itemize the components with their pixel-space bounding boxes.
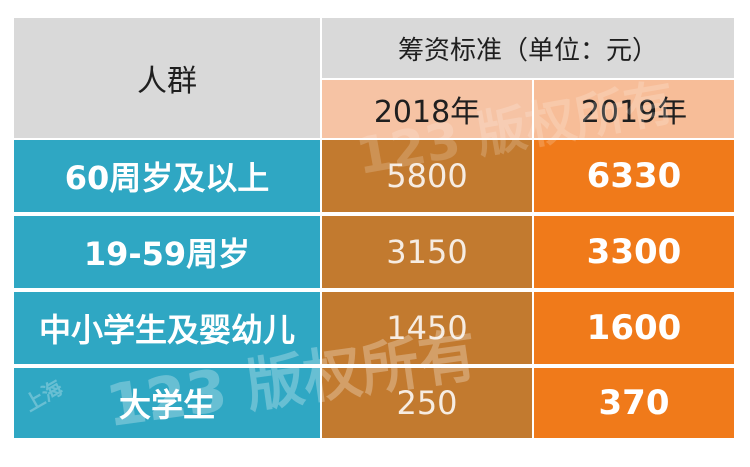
table-row-group: 19-59周岁	[14, 216, 320, 288]
value-2018: 1450	[386, 309, 468, 347]
header-2018-cell: 2018年	[322, 80, 532, 138]
table-row-group: 60周岁及以上	[14, 140, 320, 212]
value-2018: 5800	[386, 157, 468, 195]
table-row-2019-value: 1600	[534, 292, 734, 364]
funding-standard-table: 人群 筹资标准（单位：元） 2018年 2019年 60周岁及以上 5800 6…	[14, 18, 734, 438]
value-2019: 6330	[586, 156, 682, 196]
table-row-group: 中小学生及婴幼儿	[14, 292, 320, 364]
header-group-label: 人群	[137, 64, 197, 99]
value-2019: 3300	[586, 232, 682, 272]
table-row-2019-value: 370	[534, 368, 734, 438]
header-2018-label: 2018年	[373, 95, 481, 130]
group-label: 大学生	[118, 386, 215, 424]
group-label: 中小学生及婴幼儿	[38, 311, 295, 349]
value-2019: 370	[598, 383, 670, 423]
value-2019: 1600	[586, 308, 682, 348]
table-row-group: 大学生	[14, 368, 320, 438]
header-group-cell: 人群	[14, 18, 320, 138]
header-standard-label: 筹资标准（单位：元）	[397, 35, 658, 66]
header-standard-cell: 筹资标准（单位：元）	[322, 18, 734, 78]
value-2018: 3150	[386, 233, 468, 271]
table-row-2018-value: 250	[322, 368, 532, 438]
value-2018: 250	[396, 384, 458, 422]
header-2019-cell: 2019年	[534, 80, 734, 138]
header-2019-label: 2019年	[580, 95, 688, 130]
group-label: 19-59周岁	[83, 235, 251, 273]
table-row-2019-value: 6330	[534, 140, 734, 212]
table-row-2018-value: 3150	[322, 216, 532, 288]
table-row-2019-value: 3300	[534, 216, 734, 288]
table-row-2018-value: 5800	[322, 140, 532, 212]
group-label: 60周岁及以上	[64, 159, 270, 197]
table-row-2018-value: 1450	[322, 292, 532, 364]
